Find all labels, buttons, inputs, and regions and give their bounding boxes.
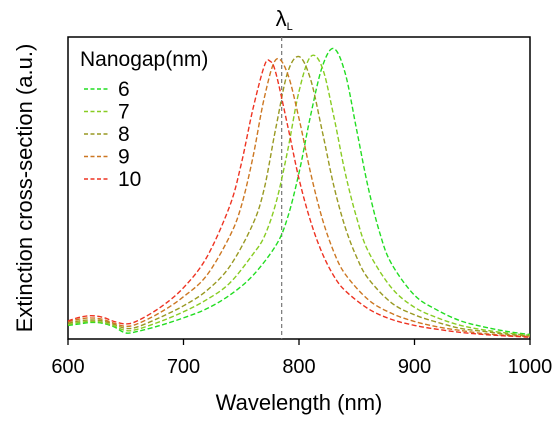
x-tick-label-1000: 1000 (508, 356, 553, 378)
series-line-6 (67, 47, 531, 336)
lambda-l-label: λ (276, 6, 287, 31)
legend-label-6: 6 (118, 78, 130, 101)
x-tick-label-600: 600 (51, 356, 84, 378)
series-line-10 (67, 59, 531, 338)
legend-label-9: 9 (118, 146, 130, 169)
legend-title: Nanogap(nm) (80, 48, 208, 71)
x-axis-title: Wavelength (nm) (216, 390, 383, 415)
legend-label-10: 10 (118, 168, 141, 191)
series-line-7 (67, 54, 531, 337)
x-tick-label-900: 900 (398, 356, 431, 378)
x-axis-ticks: 600 700 800 900 1000 (51, 339, 552, 378)
legend-label-8: 8 (118, 123, 130, 146)
legend-label-7: 7 (118, 101, 130, 124)
lambda-l-subscript: L (287, 21, 293, 33)
series-lines (67, 47, 531, 338)
y-axis-title: Extinction cross-section (a.u.) (12, 44, 37, 333)
x-tick-label-800: 800 (282, 356, 315, 378)
series-line-8 (67, 55, 531, 337)
x-tick-label-700: 700 (167, 356, 200, 378)
series-line-9 (67, 57, 531, 338)
